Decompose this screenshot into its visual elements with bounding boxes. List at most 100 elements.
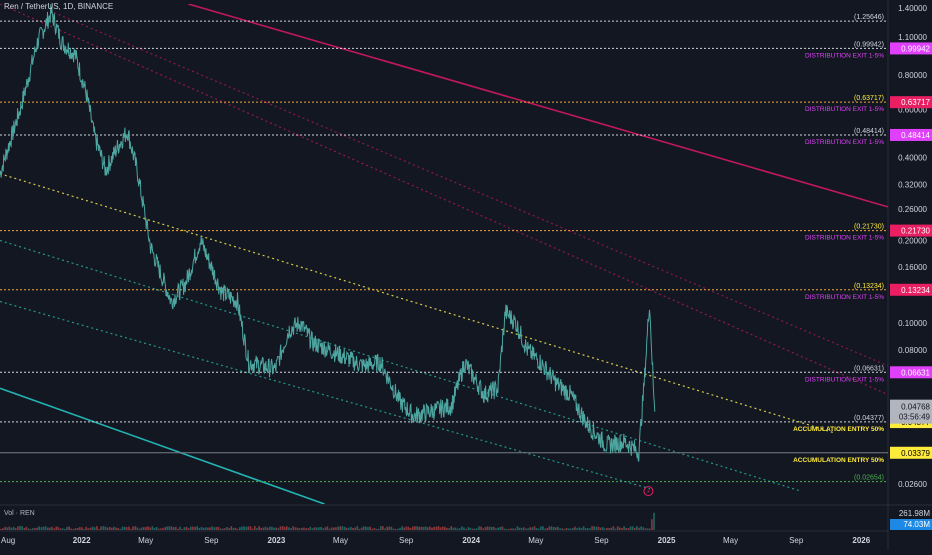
volume-bar xyxy=(87,528,90,530)
volume-bar xyxy=(491,526,493,530)
trendline-red-solid xyxy=(188,4,888,208)
volume-bar xyxy=(330,527,333,530)
volume-bar xyxy=(81,527,83,530)
volume-bar xyxy=(525,528,527,530)
level-value-label: (0.63717) xyxy=(854,95,884,102)
volume-bar xyxy=(480,526,482,530)
volume-bar xyxy=(333,527,335,530)
x-tick-label: May xyxy=(723,536,738,545)
volume-bar xyxy=(269,526,271,530)
volume-bar xyxy=(546,528,549,530)
volume-bar xyxy=(42,526,45,530)
volume-bar xyxy=(473,528,476,530)
volume-bar xyxy=(61,528,64,530)
volume-bar xyxy=(636,526,638,530)
volume-bar xyxy=(380,526,382,530)
volume-bar xyxy=(138,528,141,530)
volume-bar xyxy=(373,527,376,530)
volume-bar xyxy=(397,528,399,530)
volume-bar xyxy=(168,526,171,530)
trendline-red-dotted xyxy=(0,4,888,396)
volume-bar xyxy=(631,526,634,530)
volume-bar xyxy=(273,527,275,530)
level-note: DISTRIBUTION EXIT 1-5% xyxy=(805,106,884,113)
volume-bar xyxy=(151,526,154,530)
volume-bar xyxy=(648,528,651,530)
level-note: DISTRIBUTION EXIT 1-5% xyxy=(805,376,884,383)
price-axis-badge xyxy=(890,128,932,141)
volume-bar xyxy=(104,526,107,530)
price-axis-badge-text: 0.06631 xyxy=(901,368,930,377)
volume-bar xyxy=(275,527,277,530)
volume-bar xyxy=(2,528,4,530)
volume-bar xyxy=(354,527,356,530)
volume-bar xyxy=(463,527,465,530)
volume-bar xyxy=(228,528,230,530)
volume-bar xyxy=(638,527,640,530)
x-tick-label: Aug xyxy=(1,536,15,545)
volume-bar xyxy=(236,528,239,530)
volume-sma-text: 74.03M xyxy=(903,520,930,529)
volume-bar xyxy=(47,527,49,530)
volume-bar xyxy=(294,527,297,530)
volume-bar xyxy=(149,527,151,530)
volume-bar xyxy=(320,527,322,530)
volume-bar xyxy=(266,527,269,530)
volume-bar xyxy=(277,528,280,530)
volume-bar xyxy=(514,528,516,530)
volume-bar xyxy=(34,528,36,530)
x-tick-label: Sep xyxy=(594,536,609,545)
volume-bar xyxy=(437,526,440,530)
volume-bar xyxy=(431,527,433,530)
volume-bar xyxy=(350,526,352,530)
trendline-cyan-solid xyxy=(0,387,325,504)
volume-bar xyxy=(251,528,254,530)
volume-bar xyxy=(384,528,386,530)
volume-bar xyxy=(115,527,117,530)
y-tick-label: 0.26000 xyxy=(898,205,927,214)
volume-bar xyxy=(298,528,301,530)
volume-bar xyxy=(32,528,34,530)
volume-bar xyxy=(315,527,318,530)
volume-bar xyxy=(247,526,250,530)
exchange-label: BINANCE xyxy=(77,2,114,11)
volume-bar xyxy=(550,526,553,530)
y-tick-label: 0.80000 xyxy=(898,71,927,80)
price-axis-badge xyxy=(890,366,932,379)
volume-bar xyxy=(405,526,408,530)
level-value-label: (0.13234) xyxy=(854,283,884,290)
volume-bar xyxy=(6,527,8,530)
level-value-label: (0.48414) xyxy=(854,128,884,135)
level-value-label: (0.04377) xyxy=(854,415,884,422)
volume-bar xyxy=(136,527,139,530)
volume-bar xyxy=(283,527,286,530)
price-series-line xyxy=(0,4,656,462)
volume-bar xyxy=(467,527,470,530)
volume-bar xyxy=(426,527,429,530)
volume-bar xyxy=(591,526,593,530)
volume-bar xyxy=(584,528,587,530)
level-value-label: (1.25646) xyxy=(854,14,884,21)
trendline-teal-dotted xyxy=(0,300,651,490)
volume-bar xyxy=(429,526,431,530)
volume-bar xyxy=(66,527,68,530)
volume-bar xyxy=(508,528,510,530)
volume-bar xyxy=(544,528,546,530)
y-tick-label: 0.20000 xyxy=(898,236,927,245)
volume-bar xyxy=(352,528,354,530)
volume-bar xyxy=(301,527,303,530)
volume-bar xyxy=(401,526,403,530)
y-tick-label: 0.08000 xyxy=(898,346,927,355)
volume-bar xyxy=(476,528,478,530)
volume-bar xyxy=(234,527,237,530)
last-price-text: 0.04768 xyxy=(901,403,930,412)
volume-bar xyxy=(79,527,81,530)
volume-bar xyxy=(414,526,416,530)
volume-bar xyxy=(587,528,589,530)
volume-bar xyxy=(341,526,344,530)
volume-bar xyxy=(646,528,649,530)
volume-bar xyxy=(207,527,209,530)
volume-bar xyxy=(523,527,525,530)
volume-bar xyxy=(309,526,312,530)
